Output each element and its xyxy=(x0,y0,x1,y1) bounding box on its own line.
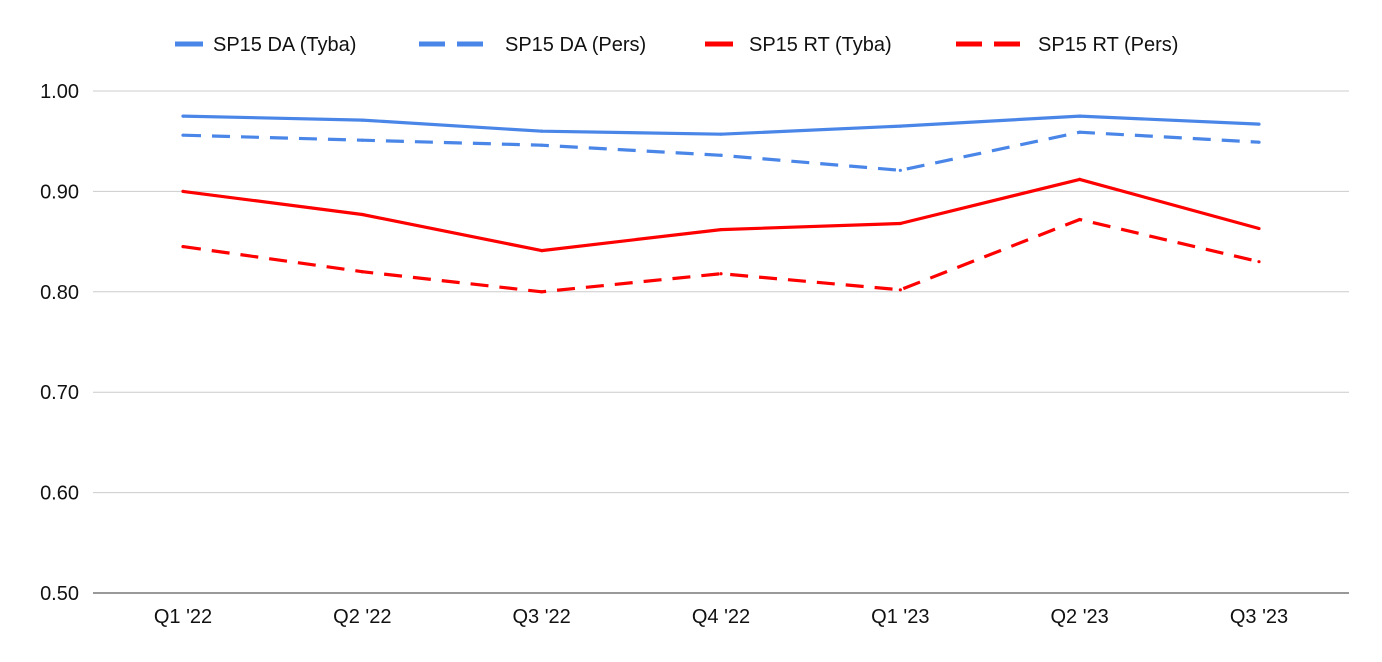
data-point xyxy=(1078,130,1082,134)
y-tick-label: 0.90 xyxy=(40,181,79,203)
series-lines xyxy=(181,114,1261,294)
data-point xyxy=(898,168,902,172)
x-tick-label: Q1 '23 xyxy=(871,606,929,628)
data-point xyxy=(1078,177,1082,181)
x-tick-label: Q2 '22 xyxy=(333,606,391,628)
data-point xyxy=(898,124,902,128)
y-tick-label: 0.70 xyxy=(40,382,79,404)
data-point xyxy=(1257,122,1261,126)
data-point xyxy=(1257,226,1261,231)
legend-item: SP15 RT (Pers) xyxy=(956,34,1178,56)
data-point xyxy=(360,270,364,274)
legend-label: SP15 DA (Tyba) xyxy=(213,34,356,56)
x-tick-label: Q3 '22 xyxy=(513,606,571,628)
x-tick-label: Q1 '22 xyxy=(154,606,212,628)
data-point xyxy=(540,290,544,294)
x-tick-label: Q4 '22 xyxy=(692,606,750,628)
data-point xyxy=(898,221,902,226)
data-point xyxy=(181,133,185,137)
data-point xyxy=(1078,217,1082,222)
data-point xyxy=(1078,114,1082,118)
legend-item: SP15 DA (Tyba) xyxy=(175,34,356,56)
legend-item: SP15 DA (Pers) xyxy=(419,34,646,56)
data-point xyxy=(540,143,544,147)
x-axis-ticks: Q1 '22 Q2 '22 Q3 '22 Q4 '22 Q1 '23 Q2 '23 Q3 '… xyxy=(154,606,1288,628)
y-tick-label: 1.00 xyxy=(40,81,79,103)
y-tick-label: 0.60 xyxy=(40,483,79,505)
y-tick-label: 0.50 xyxy=(40,583,79,605)
data-point xyxy=(1257,140,1261,144)
data-point xyxy=(181,114,185,118)
data-point xyxy=(540,129,544,133)
data-point xyxy=(540,249,544,253)
legend-label: SP15 RT (Pers) xyxy=(1038,34,1178,56)
legend-label: SP15 DA (Pers) xyxy=(505,34,646,56)
series-line-sp15-rt-tyba xyxy=(182,177,1260,253)
series-line-sp15-da-tyba xyxy=(182,114,1260,136)
x-tick-label: Q3 '23 xyxy=(1230,606,1288,628)
data-point xyxy=(181,189,185,193)
x-tick-label: Q2 '23 xyxy=(1051,606,1109,628)
data-point xyxy=(719,272,723,276)
data-point xyxy=(360,138,364,142)
data-point xyxy=(360,212,364,217)
data-point xyxy=(719,153,723,157)
legend-item: SP15 RT (Tyba) xyxy=(705,34,892,56)
y-axis-ticks: 0.50 0.60 0.70 0.80 0.90 1.00 xyxy=(40,81,79,605)
legend: SP15 DA (Tyba) SP15 DA (Pers) SP15 RT (Tyb… xyxy=(175,34,1178,56)
data-point xyxy=(181,245,185,249)
data-point xyxy=(719,132,723,136)
gridlines xyxy=(93,90,1349,594)
data-point xyxy=(1257,260,1261,264)
data-point xyxy=(360,118,364,122)
series-line-sp15-da-pers xyxy=(182,130,1260,172)
y-tick-label: 0.80 xyxy=(40,282,79,304)
legend-label: SP15 RT (Tyba) xyxy=(749,34,892,56)
data-point xyxy=(898,288,902,292)
data-point xyxy=(719,227,723,232)
